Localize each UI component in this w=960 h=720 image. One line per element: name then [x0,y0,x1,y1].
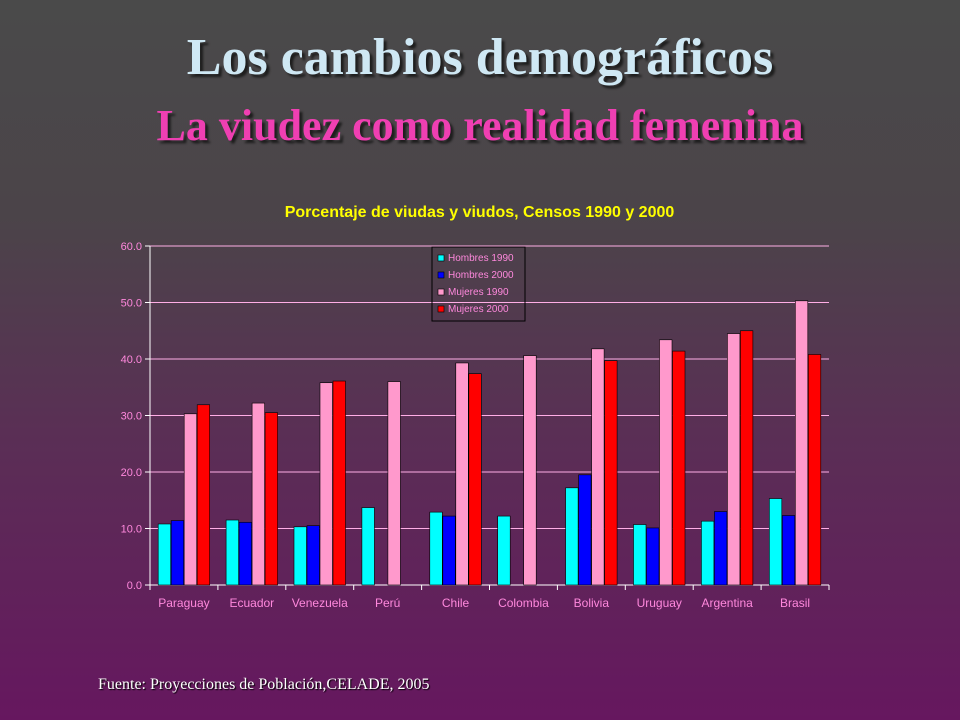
legend-label: Mujeres 2000 [448,304,509,315]
bar-hombres-1990 [293,526,307,586]
slide-title: Los cambios demográficos [186,29,774,86]
bar-mujeres-2000 [332,380,346,586]
y-tick-label: 10.0 [121,524,142,536]
y-tick-label: 50.0 [121,298,142,310]
x-tick-label: Uruguay [637,596,682,610]
bar-mujeres-1990 [794,300,809,586]
bar-hombres-2000 [781,515,796,586]
bar-mujeres-1990 [387,381,401,586]
bar-hombres-1990 [225,519,239,586]
y-tick-label: 40.0 [121,354,142,366]
chart-title: Porcentaje de viudas y viudos, Censos 19… [285,204,675,221]
x-tick-label: Colombia [498,596,549,610]
bar-mujeres-1990 [183,413,197,586]
legend-swatch [437,288,445,296]
bar-hombres-1990 [768,498,783,586]
bar-hombres-1990 [157,523,171,586]
x-tick-label: Brasil [780,596,810,610]
x-tick-label: Perú [375,596,400,610]
bar-hombres-1990 [565,487,579,586]
x-tick-label: Venezuela [292,596,348,610]
bar-mujeres-1990 [659,339,673,586]
bar-mujeres-2000 [740,330,754,586]
y-tick-label: 30.0 [121,411,142,423]
legend-swatch [437,254,445,262]
x-tick-label: Paraguay [158,596,209,610]
legend-box [431,246,526,322]
y-tick-label: 20.0 [121,467,142,479]
source-note: Fuente: Proyecciones de Población,CELADE… [98,676,430,693]
bar-hombres-2000 [714,511,728,586]
bar-mujeres-2000 [604,360,618,586]
bar-hombres-2000 [442,515,456,586]
bar-hombres-1990 [429,511,443,586]
x-tick-label: Bolivia [574,596,610,610]
bar-mujeres-2000 [196,404,210,586]
bar-hombres-2000 [306,525,320,586]
legend-label: Mujeres 1990 [448,287,509,298]
bar-mujeres-1990 [319,382,333,586]
bar-mujeres-2000 [264,412,278,586]
legend-swatch [437,305,445,313]
x-tick-label: Ecuador [229,596,274,610]
y-tick-label: 60.0 [121,241,142,253]
x-tick-label: Chile [442,596,470,610]
y-tick-label: 0.0 [127,580,142,592]
bar-hombres-1990 [361,507,375,586]
bar-hombres-1990 [633,524,647,586]
bar-mujeres-1990 [591,348,605,586]
bar-mujeres-1990 [727,333,741,586]
bar-hombres-1990 [701,520,715,586]
bar-hombres-2000 [170,520,184,586]
bar-hombres-2000 [238,521,252,586]
bar-mujeres-2000 [468,373,482,586]
bar-mujeres-2000 [672,350,686,586]
bar-hombres-2000 [646,527,660,586]
bar-hombres-1990 [497,515,511,586]
legend-label: Hombres 2000 [448,270,514,281]
bar-mujeres-1990 [455,362,469,586]
legend-label: Hombres 1990 [448,253,514,264]
bar-mujeres-1990 [251,402,265,586]
bar-mujeres-1990 [523,355,537,586]
bar-hombres-2000 [578,474,592,586]
x-tick-label: Argentina [701,596,753,610]
bar-mujeres-2000 [807,354,822,586]
slide-subtitle: La viudez como realidad femenina [156,101,804,150]
legend-swatch [437,271,445,279]
